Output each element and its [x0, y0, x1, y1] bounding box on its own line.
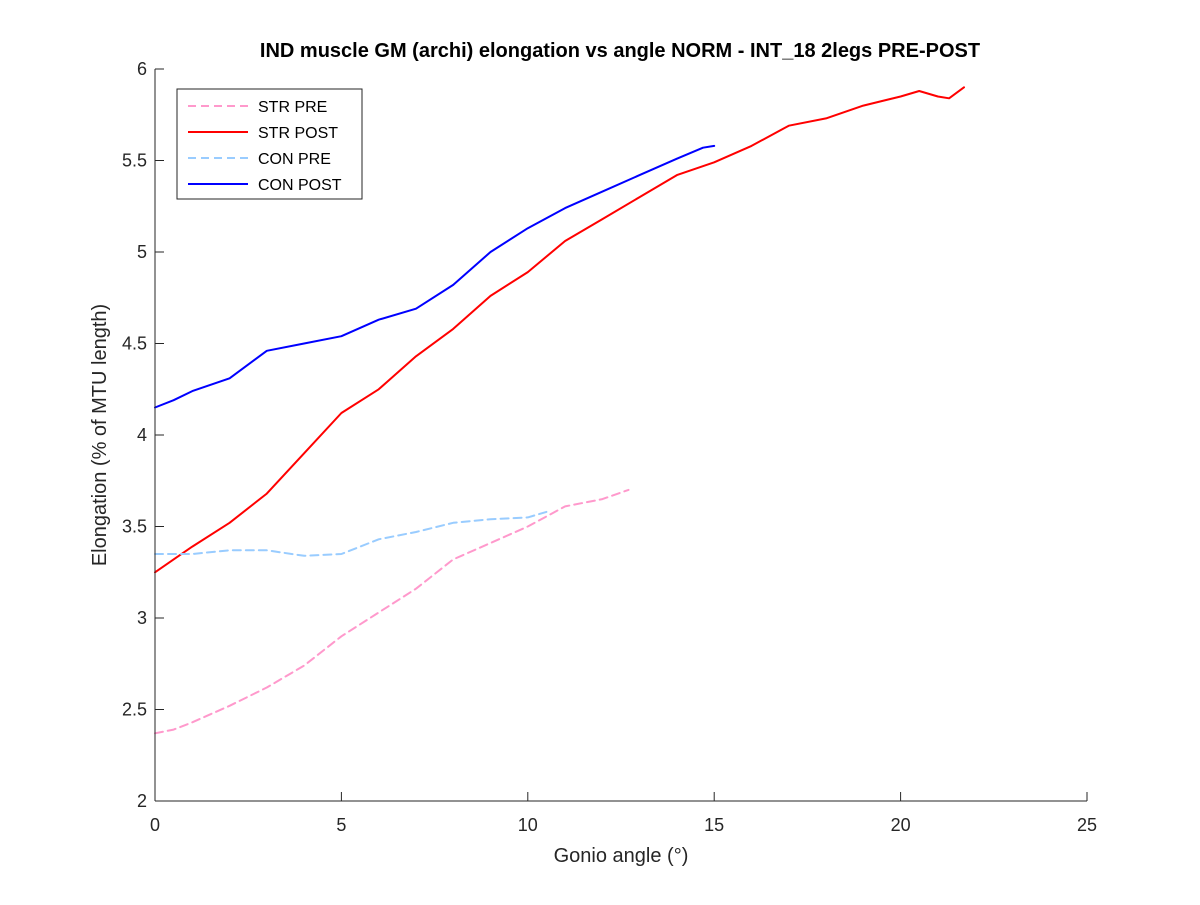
y-tick-label: 4: [137, 425, 147, 445]
series-line-con-pre: [154, 510, 548, 557]
x-tick-label: 10: [518, 815, 538, 835]
x-axis-label: Gonio angle (°): [554, 845, 689, 867]
y-tick-label: 4.5: [122, 334, 147, 354]
y-tick-label: 6: [137, 59, 147, 79]
y-tick-label: 3.5: [122, 517, 147, 537]
y-tick-label: 3: [137, 608, 147, 628]
x-tick-label: 5: [336, 815, 346, 835]
y-tick-label: 5: [137, 242, 147, 262]
chart-title: IND muscle GM (archi) elongation vs angl…: [260, 40, 980, 62]
series-line-str-pre: [154, 488, 630, 735]
y-tick-label: 2: [137, 791, 147, 811]
x-tick-label: 15: [704, 815, 724, 835]
axes: 0 5 10 15 20 25 2 2.5 3 3.5 4 4.5 5 5.5 6: [122, 59, 1097, 835]
x-ticks: 0 5 10 15 20 25: [150, 792, 1097, 835]
series-line-con-post: [154, 144, 716, 409]
y-ticks: 2 2.5 3 3.5 4 4.5 5 5.5 6: [122, 59, 164, 811]
legend-label-str-post: STR POST: [258, 125, 338, 142]
legend: STR PRE STR POST CON PRE CON POST: [176, 88, 363, 200]
y-axis-label: Elongation (% of MTU length): [89, 304, 111, 566]
legend-label-con-post: CON POST: [258, 177, 342, 194]
legend-label-str-pre: STR PRE: [258, 99, 327, 116]
legend-box: [176, 88, 363, 200]
y-tick-label: 5.5: [122, 151, 147, 171]
x-tick-label: 20: [891, 815, 911, 835]
x-tick-label: 25: [1077, 815, 1097, 835]
series-layer: [154, 86, 965, 735]
x-tick-label: 0: [150, 815, 160, 835]
series-line-str-post: [154, 86, 965, 574]
y-tick-label: 2.5: [122, 700, 147, 720]
legend-label-con-pre: CON PRE: [258, 151, 331, 168]
